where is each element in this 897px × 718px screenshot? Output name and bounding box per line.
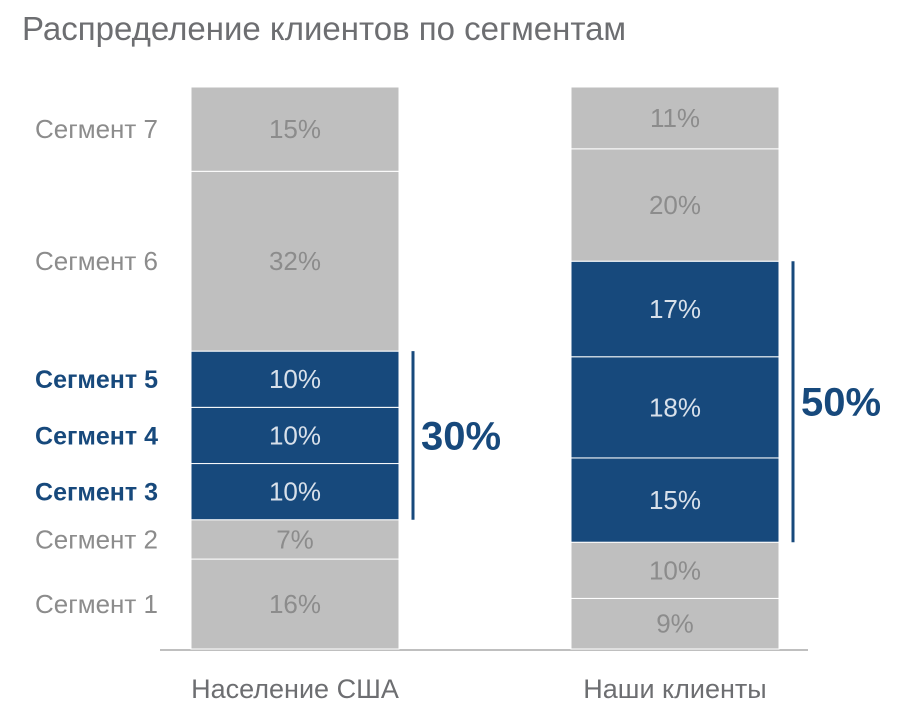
bar-segment: [190, 519, 400, 560]
bar-segment: [190, 463, 400, 521]
value-label: 32%: [269, 246, 321, 276]
segment-label: Сегмент 4: [35, 422, 158, 450]
bar-segment: [570, 148, 780, 262]
bracket-total-label: 50%: [801, 381, 881, 425]
segment-label: Сегмент 6: [35, 246, 158, 276]
bar-segment: [190, 406, 400, 465]
bar-segment: [190, 86, 400, 172]
value-label: 15%: [269, 114, 321, 144]
value-label: 10%: [269, 420, 321, 450]
bar-segment: [570, 260, 780, 358]
value-label: 18%: [649, 392, 701, 422]
segment-label: Сегмент 5: [35, 366, 158, 394]
bar-segment: [570, 541, 780, 599]
segment-label: Сегмент 7: [35, 114, 158, 144]
bracket-total-label: 30%: [421, 414, 501, 458]
segment-label: Сегмент 1: [35, 589, 158, 619]
value-label: 15%: [649, 485, 701, 515]
bar-segment: [190, 558, 400, 650]
value-label: 17%: [649, 294, 701, 324]
value-label: 9%: [656, 609, 694, 639]
value-label: 7%: [276, 524, 314, 554]
value-label: 10%: [269, 364, 321, 394]
bar-segment: [570, 597, 780, 650]
chart-title: Распределение клиентов по сегментам: [22, 10, 627, 47]
bar-segment: [570, 457, 780, 543]
bar-segment: [570, 86, 780, 150]
value-label: 16%: [269, 589, 321, 619]
segment-label: Сегмент 2: [35, 524, 158, 554]
value-label: 10%: [269, 477, 321, 507]
category-label: Население США: [191, 674, 399, 704]
value-label: 11%: [650, 103, 700, 133]
value-label: 10%: [649, 555, 701, 585]
category-label: Наши клиенты: [583, 674, 766, 704]
value-label: 20%: [649, 190, 701, 220]
segment-label: Сегмент 3: [35, 479, 158, 507]
bar-segment: [190, 350, 400, 408]
bar-segment: [570, 356, 780, 459]
bar-segment: [190, 170, 400, 352]
